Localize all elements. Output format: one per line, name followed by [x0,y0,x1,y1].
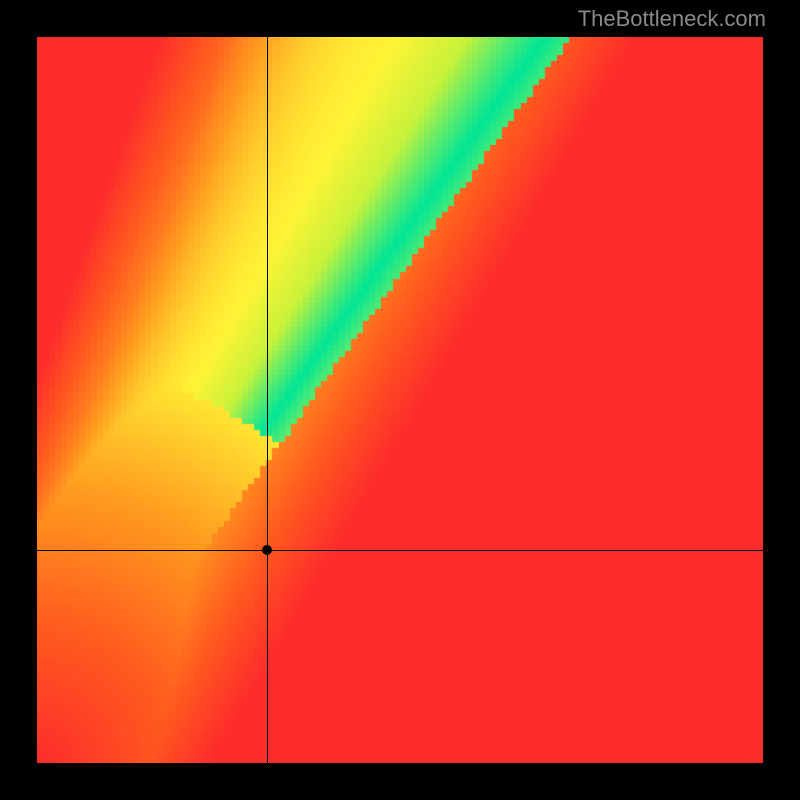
crosshair-marker [262,545,272,555]
crosshair-horizontal [37,550,763,551]
watermark-text: TheBottleneck.com [578,6,766,32]
heatmap-plot [37,37,763,763]
heatmap-canvas [37,37,763,763]
crosshair-vertical [267,37,268,763]
